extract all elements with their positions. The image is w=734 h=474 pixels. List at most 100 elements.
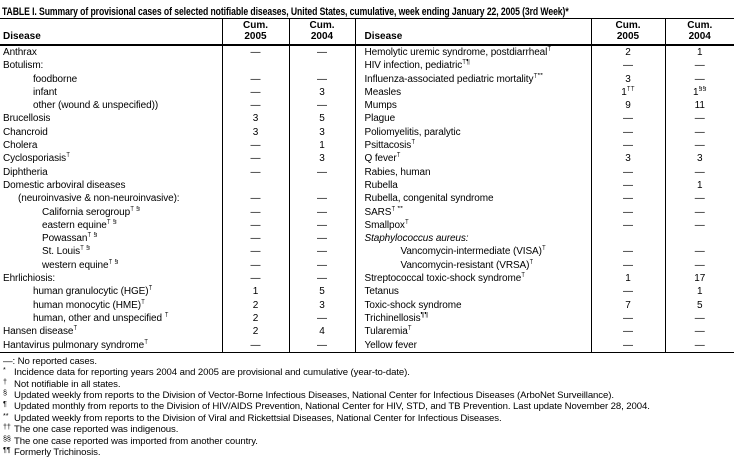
case-count: —: [222, 73, 289, 86]
case-count: —: [222, 86, 289, 99]
footnote: †Not notifiable in all states.: [3, 379, 734, 390]
case-count: —: [289, 259, 355, 272]
case-count: —: [289, 166, 355, 179]
table-row: Hantavirus pulmonary syndrome†——Yellow f…: [0, 339, 734, 353]
case-count: —: [591, 219, 665, 232]
case-count: —: [665, 166, 734, 179]
footnote: §§The one case reported was imported fro…: [3, 436, 734, 447]
case-count: 2: [222, 312, 289, 325]
disease-label: Cholera: [0, 139, 222, 152]
notifiable-diseases-table: Disease Cum. 2005 Cum. 2004 Disease Cum.…: [0, 18, 734, 353]
case-count: —: [591, 139, 665, 152]
disease-label: Ehrlichiosis:: [0, 272, 222, 285]
column-header-cum-2005-right: Cum. 2005: [591, 19, 665, 46]
case-count: —: [665, 325, 734, 338]
case-count: —: [222, 272, 289, 285]
column-header-disease-right: Disease: [355, 19, 591, 46]
table-body: Anthrax——Hemolytic uremic syndrome, post…: [0, 45, 734, 352]
case-count: —: [591, 312, 665, 325]
table-row: Domestic arboviral diseases Rubella—1: [0, 179, 734, 192]
case-count: 5: [289, 285, 355, 298]
disease-label: Hantavirus pulmonary syndrome†: [0, 339, 222, 353]
case-count: 2: [222, 325, 289, 338]
disease-label: Poliomyelitis, paralytic: [355, 126, 591, 139]
case-count: —: [591, 179, 665, 192]
case-count: [665, 232, 734, 245]
disease-label: Mumps: [355, 99, 591, 112]
case-count: —: [591, 192, 665, 205]
year-label: 2005: [223, 32, 289, 43]
case-count: —: [665, 259, 734, 272]
case-count: 17: [665, 272, 734, 285]
case-count: —: [591, 259, 665, 272]
case-count: —: [665, 73, 734, 86]
year-label: 2004: [290, 32, 355, 43]
case-count: —: [289, 99, 355, 112]
case-count: —: [591, 285, 665, 298]
disease-label: Botulism:: [0, 59, 222, 72]
disease-label: Powassan† §: [0, 232, 222, 245]
table-header: Disease Cum. 2005 Cum. 2004 Disease Cum.…: [0, 19, 734, 46]
case-count: —: [591, 339, 665, 353]
case-count: —: [222, 259, 289, 272]
disease-label: infant: [0, 86, 222, 99]
case-count: —: [591, 112, 665, 125]
disease-label: Toxic-shock syndrome: [355, 299, 591, 312]
case-count: —: [289, 312, 355, 325]
disease-label: Streptococcal toxic-shock syndrome†: [355, 272, 591, 285]
column-header-disease-left: Disease: [0, 19, 222, 46]
case-count: —: [289, 73, 355, 86]
footnote-marker: §: [3, 388, 7, 397]
case-count: 4: [289, 325, 355, 338]
cum-label: Cum.: [223, 21, 289, 32]
disease-label: Vancomycin-intermediate (VISA)†: [355, 245, 591, 258]
disease-label: Brucellosis: [0, 112, 222, 125]
disease-label: Chancroid: [0, 126, 222, 139]
case-count: 11: [665, 99, 734, 112]
case-count: 7: [591, 299, 665, 312]
table-row: (neuroinvasive & non-neuroinvasive):——Ru…: [0, 192, 734, 205]
disease-label: Domestic arboviral diseases: [0, 179, 222, 192]
case-count: —: [591, 245, 665, 258]
cum-label: Cum.: [290, 21, 355, 32]
case-count: [289, 179, 355, 192]
disease-label: Rubella: [355, 179, 591, 192]
case-count: —: [665, 206, 734, 219]
case-count: —: [222, 339, 289, 353]
case-count: 3: [289, 152, 355, 165]
case-count: —: [222, 139, 289, 152]
case-count: 5: [665, 299, 734, 312]
disease-label: Hansen disease†: [0, 325, 222, 338]
case-count: —: [591, 126, 665, 139]
disease-label: St. Louis† §: [0, 245, 222, 258]
cum-label: Cum.: [666, 21, 734, 32]
table-row: Diphtheria——Rabies, human——: [0, 166, 734, 179]
case-count: 3: [222, 126, 289, 139]
disease-label: Smallpox†: [355, 219, 591, 232]
case-count: —: [665, 59, 734, 72]
year-label: 2004: [666, 32, 734, 43]
case-count: [289, 59, 355, 72]
disease-label: foodborne: [0, 73, 222, 86]
disease-label: Anthrax: [0, 45, 222, 59]
disease-label: Diphtheria: [0, 166, 222, 179]
footnote-marker: **: [3, 411, 8, 420]
case-count: —: [289, 45, 355, 59]
disease-label: human monocytic (HME)†: [0, 299, 222, 312]
disease-label: Psittacosis†: [355, 139, 591, 152]
disease-label: Staphylococcus aureus:: [355, 232, 591, 245]
case-count: —: [665, 139, 734, 152]
disease-label: western equine† §: [0, 259, 222, 272]
case-count: 1: [222, 285, 289, 298]
case-count: —: [289, 206, 355, 219]
disease-label: Rabies, human: [355, 166, 591, 179]
footnotes: —: No reported cases.*Incidence data for…: [3, 356, 734, 459]
case-count: 2: [591, 45, 665, 59]
case-count: 1: [665, 179, 734, 192]
case-count: 2: [222, 299, 289, 312]
